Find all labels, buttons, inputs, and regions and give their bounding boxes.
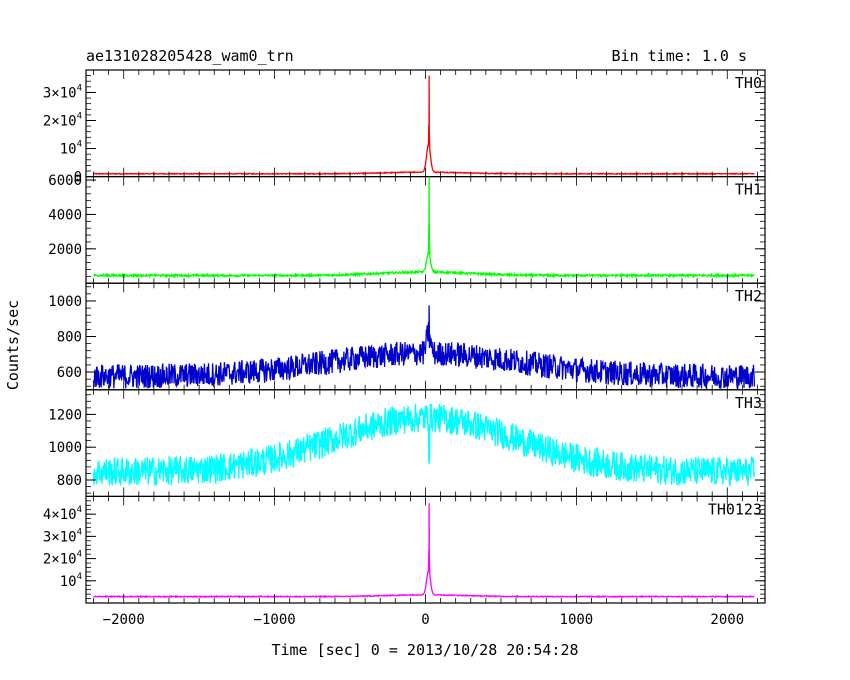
panel-label: TH2 <box>735 287 762 305</box>
chart-title: ae131028205428_wam0_trn <box>86 47 294 65</box>
y-tick-label: 4×104 <box>43 505 82 523</box>
y-tick-label: 0 <box>74 170 82 186</box>
series-line-th1 <box>93 177 755 279</box>
panel-th2: TH2 600 800 1000 <box>48 282 766 391</box>
y-tick-label: 2×104 <box>43 550 82 568</box>
series-line-th2 <box>92 305 756 391</box>
y-tick-label: 104 <box>60 140 82 158</box>
series-line-th0123 <box>93 503 755 599</box>
panel-th1: TH1 2000 4000 6000 <box>48 173 766 284</box>
panel-label: TH0 <box>735 74 762 92</box>
series-line-th0 <box>93 75 755 176</box>
y-tick-label: 800 <box>57 330 82 346</box>
y-tick-label: 2×104 <box>43 111 82 129</box>
x-tick-label: 1000 <box>560 612 594 628</box>
panel-th3: TH3 800 1000 1200 <box>48 389 766 497</box>
panel-stack: TH0 0 104 2×104 3×104 TH1 2000 4000 6000 TH2 600 80… <box>43 69 766 604</box>
panel-label: TH3 <box>735 394 762 412</box>
series-line-th3 <box>92 403 756 487</box>
x-axis-label: Time [sec] 0 = 2013/10/28 20:54:28 <box>271 641 578 659</box>
x-tick-label: 2000 <box>710 612 744 628</box>
panel-th0123: TH0123 104 2×104 3×104 4×104 <box>43 495 766 604</box>
y-tick-label: 4000 <box>48 207 82 223</box>
panel-label: TH0123 <box>708 500 762 518</box>
y-tick-label: 2000 <box>48 242 82 258</box>
y-tick-label: 104 <box>60 572 82 590</box>
bin-time-label: Bin time: 1.0 s <box>612 47 747 65</box>
y-tick-label: 1200 <box>48 407 82 423</box>
y-axis-label: Counts/sec <box>4 300 22 390</box>
panel-th0: TH0 0 104 2×104 3×104 <box>43 69 766 186</box>
x-tick-label: −1000 <box>254 612 296 628</box>
panel-label: TH1 <box>735 181 762 199</box>
y-tick-label: 3×104 <box>43 527 82 545</box>
x-tick-label: −2000 <box>103 612 145 628</box>
y-tick-label: 800 <box>57 473 82 489</box>
y-tick-label: 1000 <box>48 440 82 456</box>
y-tick-label: 6000 <box>48 173 82 189</box>
x-axis: −2000 −1000 0 1000 2000 <box>103 612 744 628</box>
y-tick-label: 600 <box>57 365 82 381</box>
x-tick-label: 0 <box>421 612 429 628</box>
y-tick-label: 1000 <box>48 294 82 310</box>
y-tick-label: 3×104 <box>43 83 82 101</box>
